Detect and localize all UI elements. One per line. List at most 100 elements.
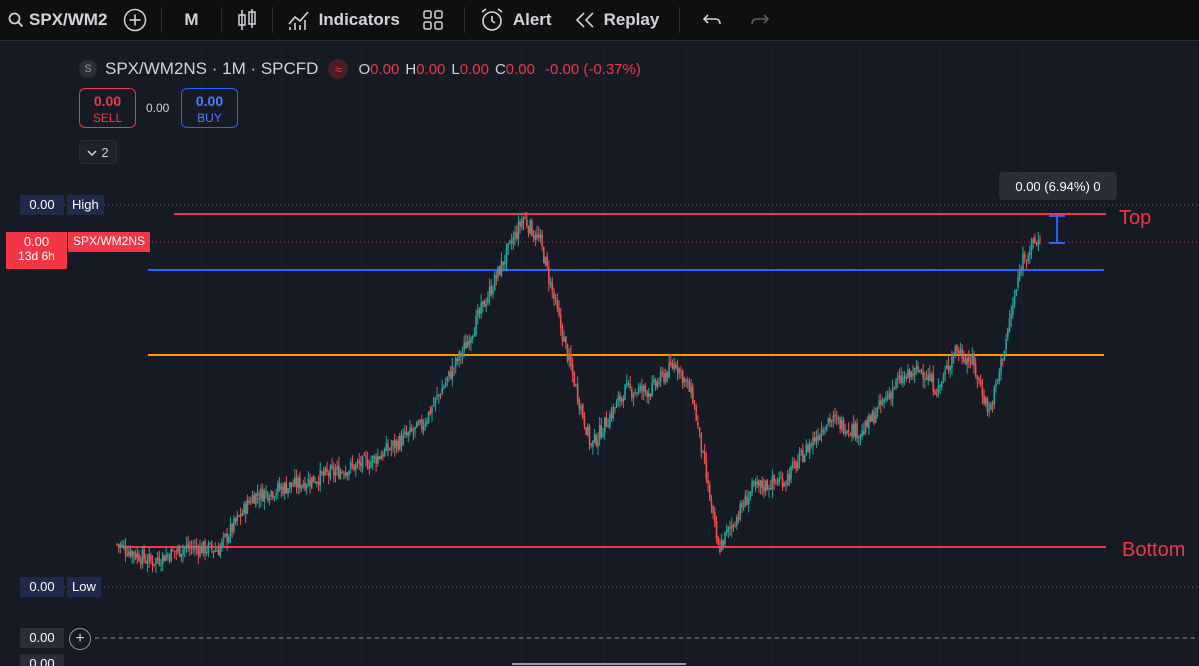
candle-body [1027, 255, 1029, 262]
candle-body [388, 449, 391, 451]
candle-body [502, 261, 504, 266]
candle-body [561, 326, 564, 341]
candle-body [504, 261, 506, 265]
candle-body [991, 403, 994, 405]
candle-body [793, 461, 796, 463]
candle-body [902, 377, 904, 384]
redo-button[interactable] [738, 0, 782, 40]
undo-button[interactable] [686, 0, 738, 40]
candle-body [319, 469, 322, 486]
spread-value: 0.00 [146, 101, 170, 115]
candle-body [710, 500, 713, 506]
candle-body [912, 373, 914, 377]
toolbar-divider [463, 7, 465, 33]
candle-body [1012, 304, 1014, 315]
candle-body [615, 401, 618, 408]
candle-body [554, 298, 557, 300]
candle-body [659, 371, 662, 383]
candle-body [863, 431, 865, 435]
candle-body [749, 491, 752, 498]
candle-body [717, 537, 720, 546]
candle-body [143, 548, 145, 560]
buy-button[interactable]: 0.00 BUY [181, 88, 238, 128]
candle-body [763, 486, 765, 492]
candle-body [724, 532, 726, 545]
candle-body [905, 376, 908, 380]
indicators-button[interactable]: Indicators [279, 0, 408, 40]
candle-body [241, 513, 244, 516]
candle-body [788, 474, 791, 481]
candle-body [617, 396, 620, 401]
candle-body [221, 540, 223, 547]
candle-body [233, 518, 235, 532]
candle-body [368, 467, 371, 469]
candle-body [483, 300, 486, 307]
chart-type-button[interactable] [228, 0, 266, 40]
candle-body [532, 234, 535, 238]
candle-body [136, 553, 139, 559]
candle-body [973, 354, 975, 366]
candle-body [1015, 289, 1018, 296]
candle-body [962, 356, 965, 362]
candle-body [505, 247, 508, 264]
candle-body [993, 387, 996, 405]
candle-body [244, 503, 247, 515]
candle-body [436, 394, 438, 397]
templates-button[interactable] [408, 0, 458, 40]
candle-body [529, 219, 532, 234]
compare-symbol-button[interactable] [115, 0, 155, 40]
candle-body [295, 477, 298, 488]
candle-body [619, 394, 621, 402]
candle-body [791, 462, 794, 469]
candle-body [625, 382, 628, 386]
candle-body [890, 392, 892, 398]
candle-body [363, 454, 366, 456]
add-symbol-icon [123, 8, 147, 32]
candle-body [856, 423, 858, 439]
indicators-label: Indicators [318, 10, 400, 29]
candle-body [371, 456, 374, 463]
candle-body [443, 386, 445, 389]
alert-button[interactable]: Alert [471, 0, 560, 40]
candle-body [536, 234, 538, 239]
add-plus-button[interactable]: + [69, 628, 91, 650]
candle-body [470, 338, 472, 344]
candle-body [776, 483, 779, 485]
candle-body [128, 551, 130, 556]
candle-body [409, 427, 411, 433]
candle-body [268, 498, 271, 501]
candle-body [761, 480, 764, 489]
candle-body [942, 375, 945, 381]
candle-body [812, 437, 814, 446]
candle-body [138, 553, 140, 562]
market-status-icon[interactable]: ≈ [328, 59, 349, 79]
replay-button[interactable]: Replay [560, 0, 674, 40]
candle-body [834, 414, 836, 417]
candle-body [996, 379, 999, 382]
candle-body [978, 378, 980, 380]
candle-body [265, 491, 267, 493]
symbol-search-button[interactable]: SPX/WM2 [0, 0, 115, 40]
candle-body [891, 388, 894, 399]
high-label: H [405, 60, 417, 78]
interval-button[interactable]: M [168, 0, 214, 40]
candle-body [397, 441, 399, 450]
candle-body [476, 310, 479, 317]
candle-body [885, 397, 887, 401]
legend-title[interactable]: SPX/WM2NS · 1M · SPCFD [105, 59, 319, 78]
sell-button[interactable]: 0.00 SELL [79, 88, 136, 128]
candle-body [441, 388, 443, 395]
candle-body [920, 369, 923, 371]
indicators-collapse-button[interactable]: 2 [79, 140, 117, 164]
candle-body [251, 495, 254, 503]
interval-label: M [184, 10, 199, 29]
candle-body [627, 383, 630, 385]
candle-body [229, 524, 232, 537]
candle-body [414, 426, 416, 431]
candle-body [817, 435, 819, 440]
candle-body [698, 427, 701, 432]
candle-body [620, 397, 623, 402]
candle-body [458, 351, 460, 361]
candle-body [424, 423, 427, 427]
